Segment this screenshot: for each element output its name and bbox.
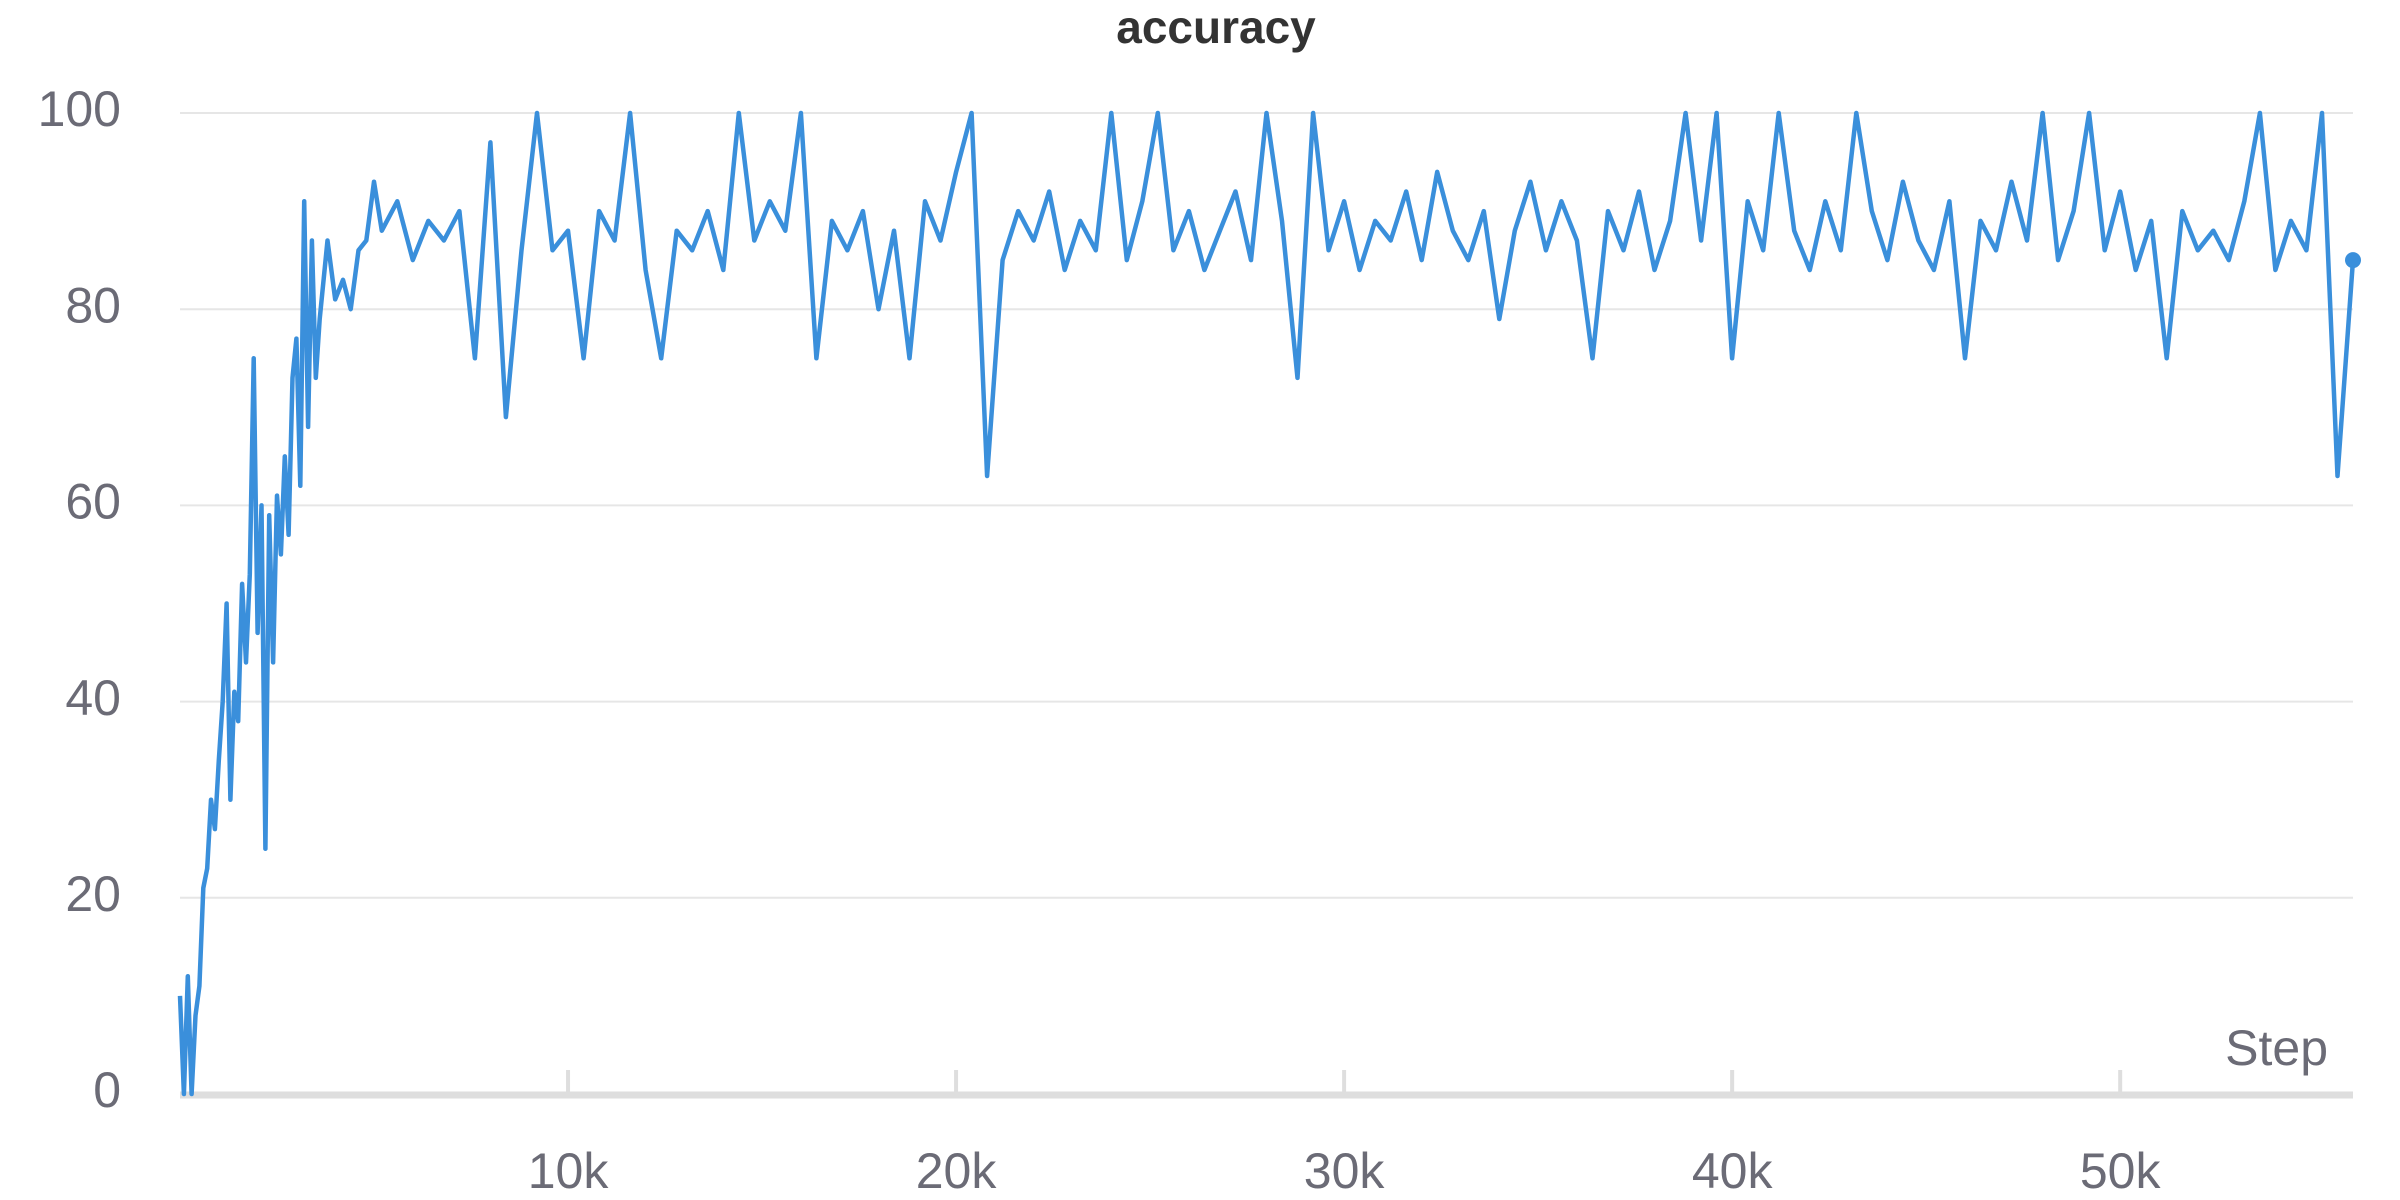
x-axis-label: Step bbox=[2225, 1020, 2328, 1076]
chart-title: accuracy bbox=[1116, 1, 1316, 53]
line bbox=[177, 110, 2356, 1097]
x-tick-label: 10k bbox=[528, 1143, 610, 1199]
y-tick-label: 40 bbox=[65, 670, 121, 726]
y-tick-label: 100 bbox=[38, 81, 121, 137]
x-tick-label: 30k bbox=[1304, 1143, 1386, 1199]
x-tick-label: 50k bbox=[2080, 1143, 2162, 1199]
end-point bbox=[2345, 252, 2361, 269]
y-tick-label: 80 bbox=[65, 277, 121, 333]
x-tick-label: 40k bbox=[1692, 1143, 1774, 1199]
x-tick-label: 20k bbox=[916, 1143, 998, 1199]
y-tick-label: 60 bbox=[65, 474, 121, 530]
y-tick-label: 20 bbox=[65, 866, 121, 922]
y-tick-label: 0 bbox=[93, 1062, 121, 1118]
